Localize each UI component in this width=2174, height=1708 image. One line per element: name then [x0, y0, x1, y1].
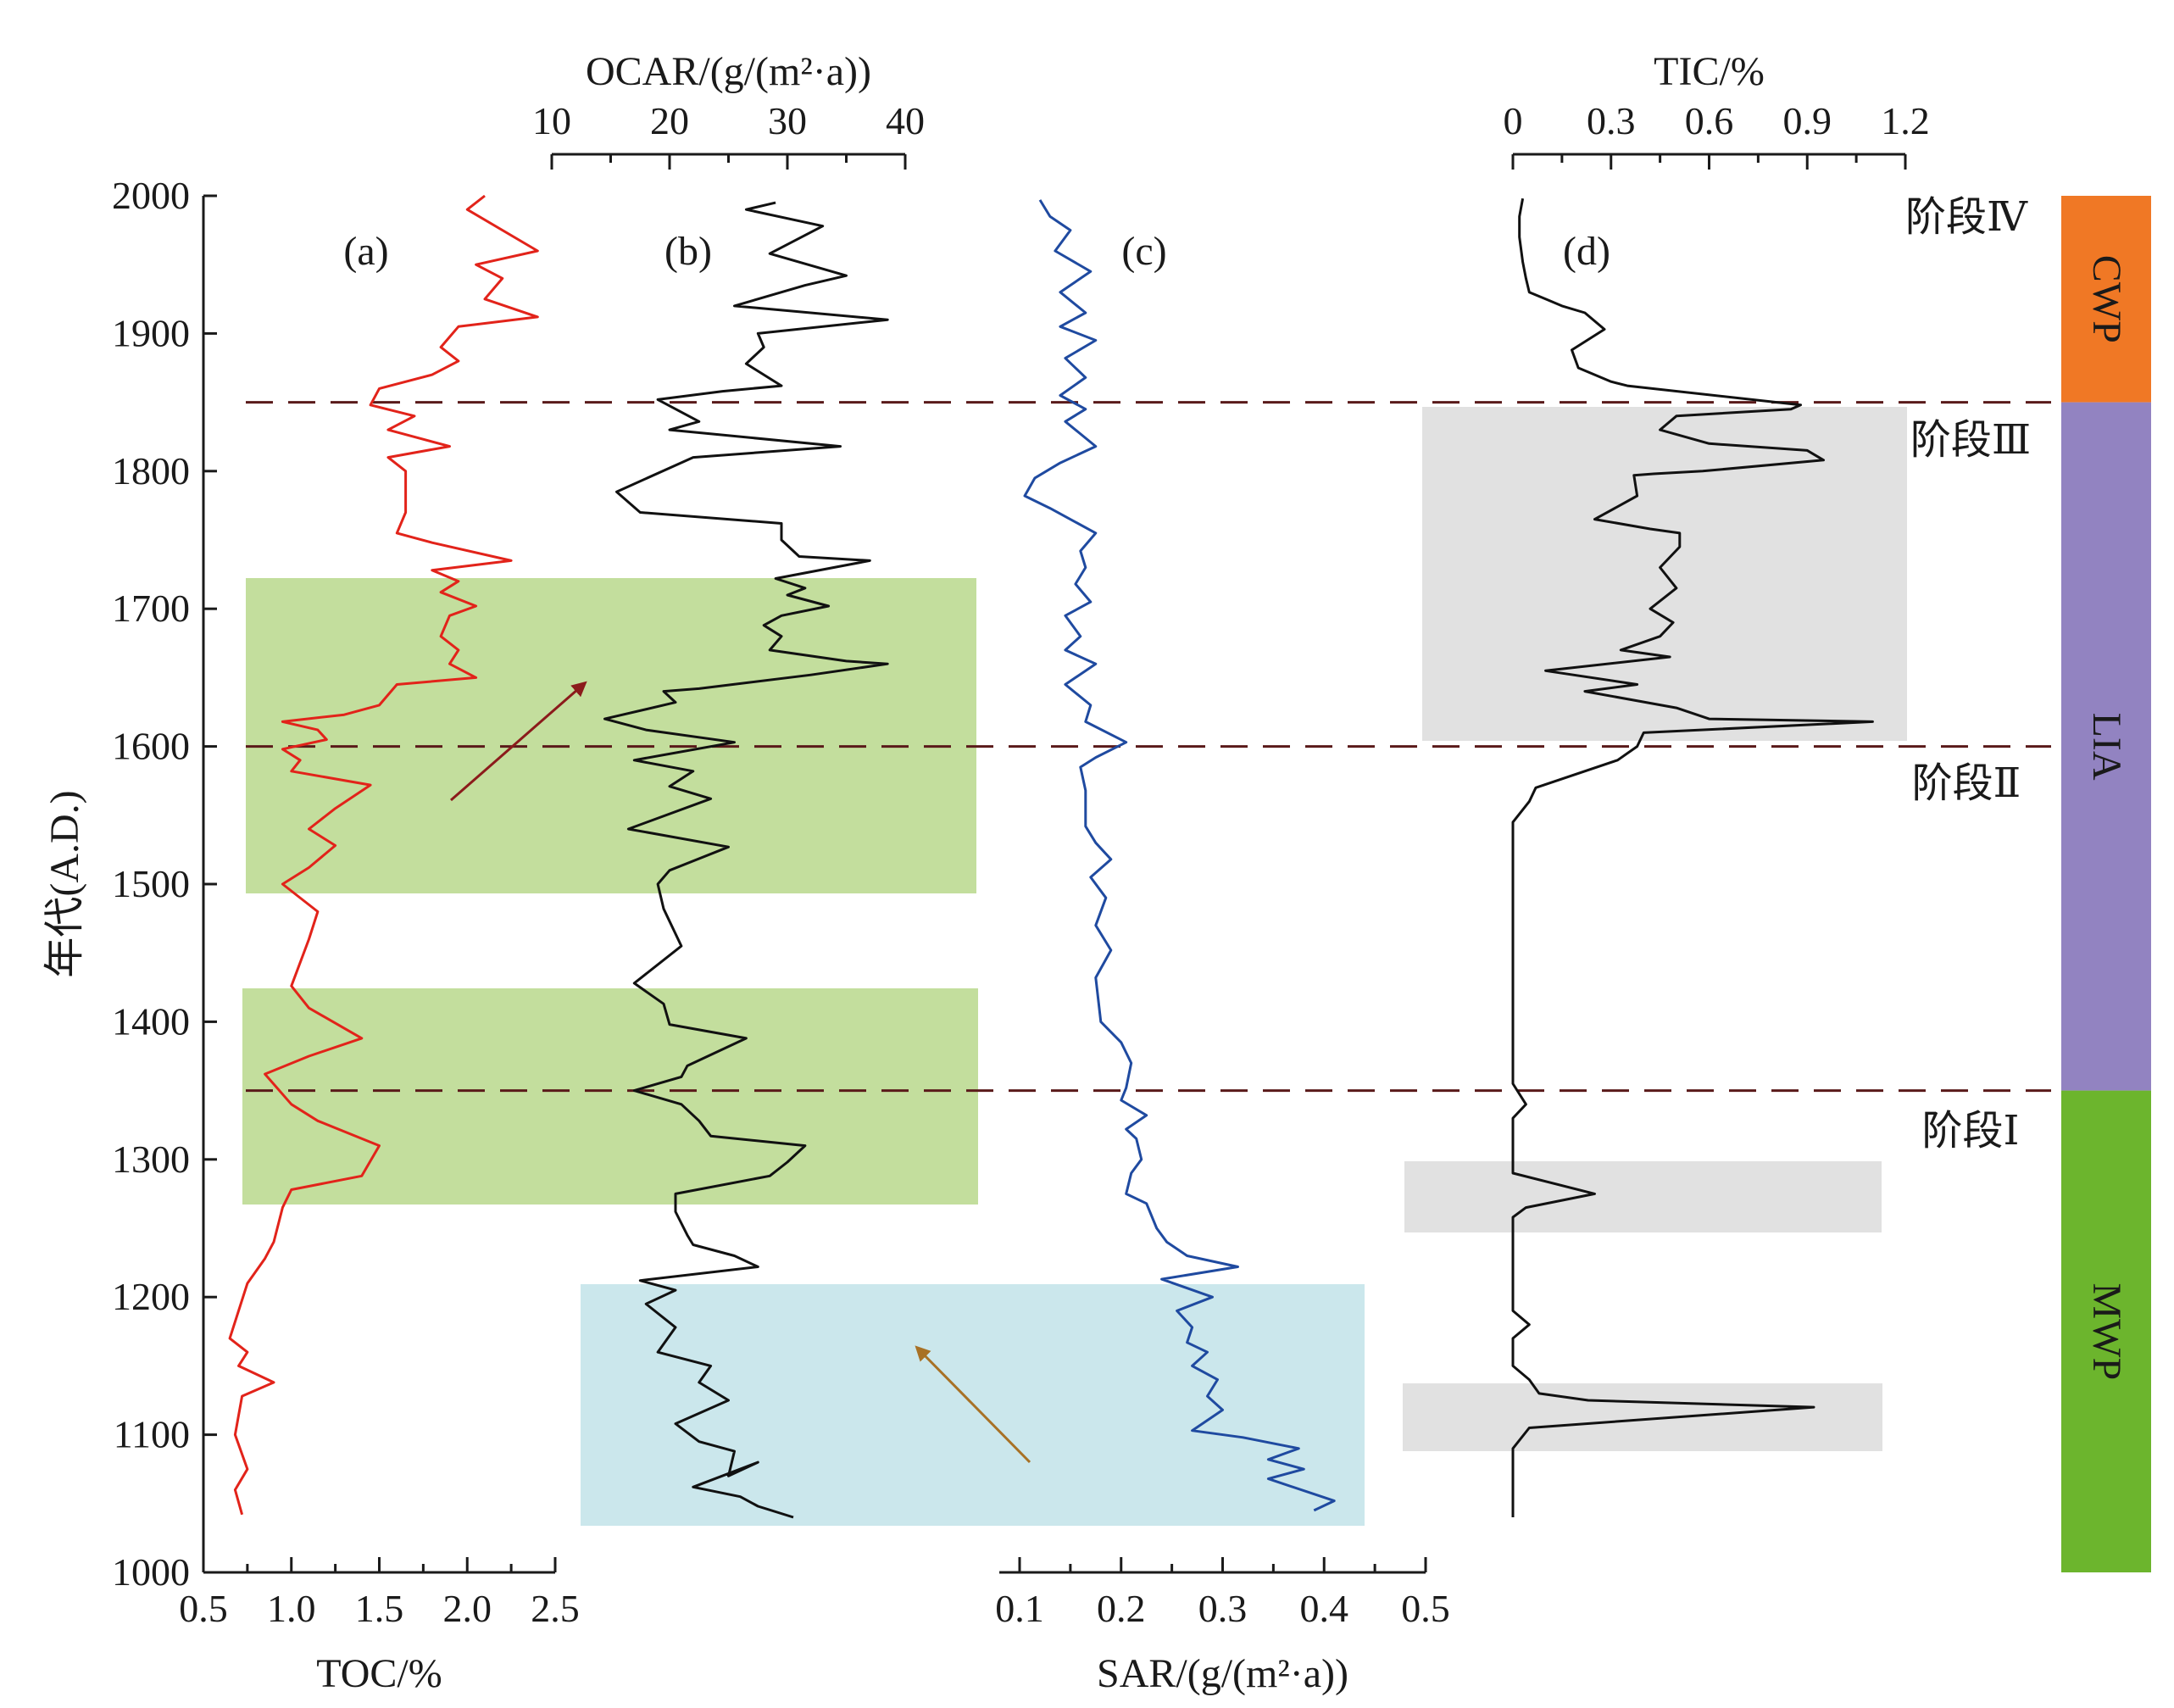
y-tick-label: 1100 [114, 1413, 190, 1456]
x-tick-label-b: 20 [650, 99, 689, 142]
y-tick-label: 1900 [112, 311, 190, 354]
stage-label-1: 阶段Ⅳ [1905, 195, 2028, 240]
y-tick-label: 1000 [112, 1550, 190, 1594]
y-tick-label: 1600 [112, 725, 190, 768]
x-tick-label-c: 0.4 [1300, 1587, 1349, 1630]
x-tick-label-b: 30 [768, 99, 807, 142]
stage-label-4: 阶段Ⅰ [1922, 1109, 2020, 1154]
x-axis-title-a: TOC/% [316, 1651, 442, 1696]
series-line-b [603, 201, 889, 1519]
y-axis-title: 年代(A.D.) [42, 790, 87, 977]
x-tick-label-a: 2.5 [531, 1587, 580, 1630]
y-tick-label: 2000 [112, 174, 190, 217]
y-tick-label: 1400 [112, 999, 190, 1043]
green-highlight-upper [246, 578, 976, 893]
x-tick-label-c: 0.3 [1198, 1587, 1248, 1630]
series-line-c [1023, 199, 1336, 1512]
gray-highlight-1275 [1404, 1161, 1882, 1232]
x-tick-label-a: 1.0 [267, 1587, 316, 1630]
period-block-mwp [2061, 1090, 2151, 1572]
y-tick-label: 1700 [112, 587, 190, 630]
y-tick-label: 1500 [112, 862, 190, 905]
x-tick-label-d: 0.3 [1587, 99, 1636, 142]
x-tick-label-b: 10 [532, 99, 571, 142]
period-label-lia: LIA [2084, 713, 2129, 781]
x-tick-label-a: 2.0 [443, 1587, 492, 1630]
y-tick-label: 1800 [112, 449, 190, 492]
axes: 1000 1100 1200 1300 1400 1500 1600 1700 1800 1900… [42, 49, 1930, 1696]
stage-dividers [246, 401, 2051, 1093]
x-tick-label-d: 1.2 [1881, 99, 1930, 142]
stage-labels: 阶段Ⅳ 阶段Ⅲ 阶段Ⅱ 阶段Ⅰ [1905, 195, 2031, 1154]
x-axis-title-d: TIC/% [1654, 49, 1765, 94]
x-tick-label-a: 0.5 [179, 1587, 228, 1630]
period-label-mwp: MWP [2084, 1282, 2129, 1380]
x-tick-label-c: 0.1 [995, 1587, 1044, 1630]
trend-arrows [450, 681, 1031, 1464]
x-axis-title-c: SAR/(g/(m²·a)) [1097, 1651, 1348, 1696]
panel-label-c: (c) [1121, 229, 1166, 274]
y-tick-label: 1300 [112, 1138, 190, 1181]
x-tick-label-c: 0.2 [1097, 1587, 1146, 1630]
green-highlight-lower [242, 988, 978, 1205]
gray-highlight-1120 [1403, 1383, 1882, 1451]
stage-label-3: 阶段Ⅱ [1912, 761, 2021, 806]
x-tick-label-d: 0.9 [1783, 99, 1832, 142]
panel-label-a: (a) [343, 229, 388, 274]
period-label-cwp: CWP [2084, 255, 2129, 343]
data-series [228, 194, 1874, 1519]
series-line-a [228, 194, 539, 1516]
x-tick-label-b: 40 [886, 99, 925, 142]
panel-label-d: (d) [1563, 229, 1610, 274]
stage-label-2: 阶段Ⅲ [1910, 418, 2031, 463]
period-block-lia [2061, 402, 2151, 1091]
panel-label-b: (b) [664, 229, 712, 274]
period-bar: CWP LIA MWP [2061, 196, 2151, 1572]
x-tick-label-c: 0.5 [1401, 1587, 1450, 1630]
trend-arrow-red [450, 681, 587, 802]
x-tick-label-d: 0 [1504, 99, 1523, 142]
period-block-cwp [2061, 196, 2151, 403]
y-tick-label: 1200 [112, 1275, 190, 1318]
panel-labels: (a) (b) (c) (d) [343, 229, 1610, 274]
series-line-d [1511, 198, 1874, 1517]
x-tick-label-d: 0.6 [1685, 99, 1734, 142]
x-axis-title-b: OCAR/(g/(m²·a)) [586, 49, 871, 94]
trend-arrow-brown [915, 1345, 1031, 1464]
highlight-boxes [242, 407, 1907, 1526]
x-tick-label-a: 1.5 [355, 1587, 404, 1630]
